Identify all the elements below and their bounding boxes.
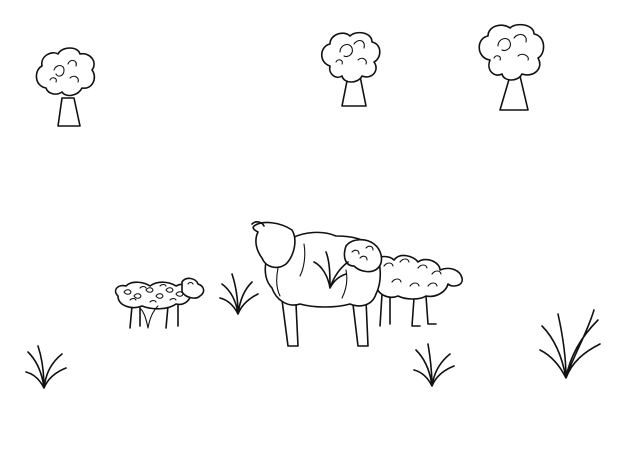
- sheep-head-curls: [351, 245, 374, 261]
- sheep-woolly: [368, 254, 463, 327]
- tree-left: [35, 47, 96, 127]
- sheep-body-contours: [276, 243, 348, 299]
- sheep-large: [251, 221, 383, 347]
- sheep-legs: [379, 293, 437, 327]
- grass-tuft: [413, 343, 455, 387]
- sheep-head: [252, 221, 296, 269]
- sheep-head: [181, 277, 205, 299]
- grass-tuft: [539, 309, 601, 379]
- sheep-spots: [123, 281, 194, 303]
- grass-tuft: [219, 273, 259, 315]
- tree-trunk: [57, 97, 81, 127]
- sheep-legs: [129, 303, 179, 329]
- tree-canopy: [478, 23, 545, 81]
- tree-canopy-curls: [49, 59, 79, 83]
- tree-middle: [320, 31, 381, 107]
- sheep-ear: [251, 221, 265, 227]
- sheep-grass: [139, 305, 159, 329]
- sheep-body: [114, 281, 192, 310]
- tree-canopy-curls: [493, 33, 529, 61]
- sheep-front-leg: [281, 299, 299, 347]
- grass-tuft: [25, 345, 67, 389]
- sheep-grass: [313, 251, 349, 289]
- tree-canopy-curls: [335, 39, 367, 65]
- sheep-small-spotted: [114, 277, 205, 329]
- tree-canopy: [320, 31, 381, 83]
- sheep-body: [368, 254, 463, 300]
- tree-right: [478, 23, 545, 111]
- sheep-wool-curls: [383, 258, 442, 287]
- tree-trunk: [499, 75, 529, 111]
- tree-canopy: [35, 47, 96, 97]
